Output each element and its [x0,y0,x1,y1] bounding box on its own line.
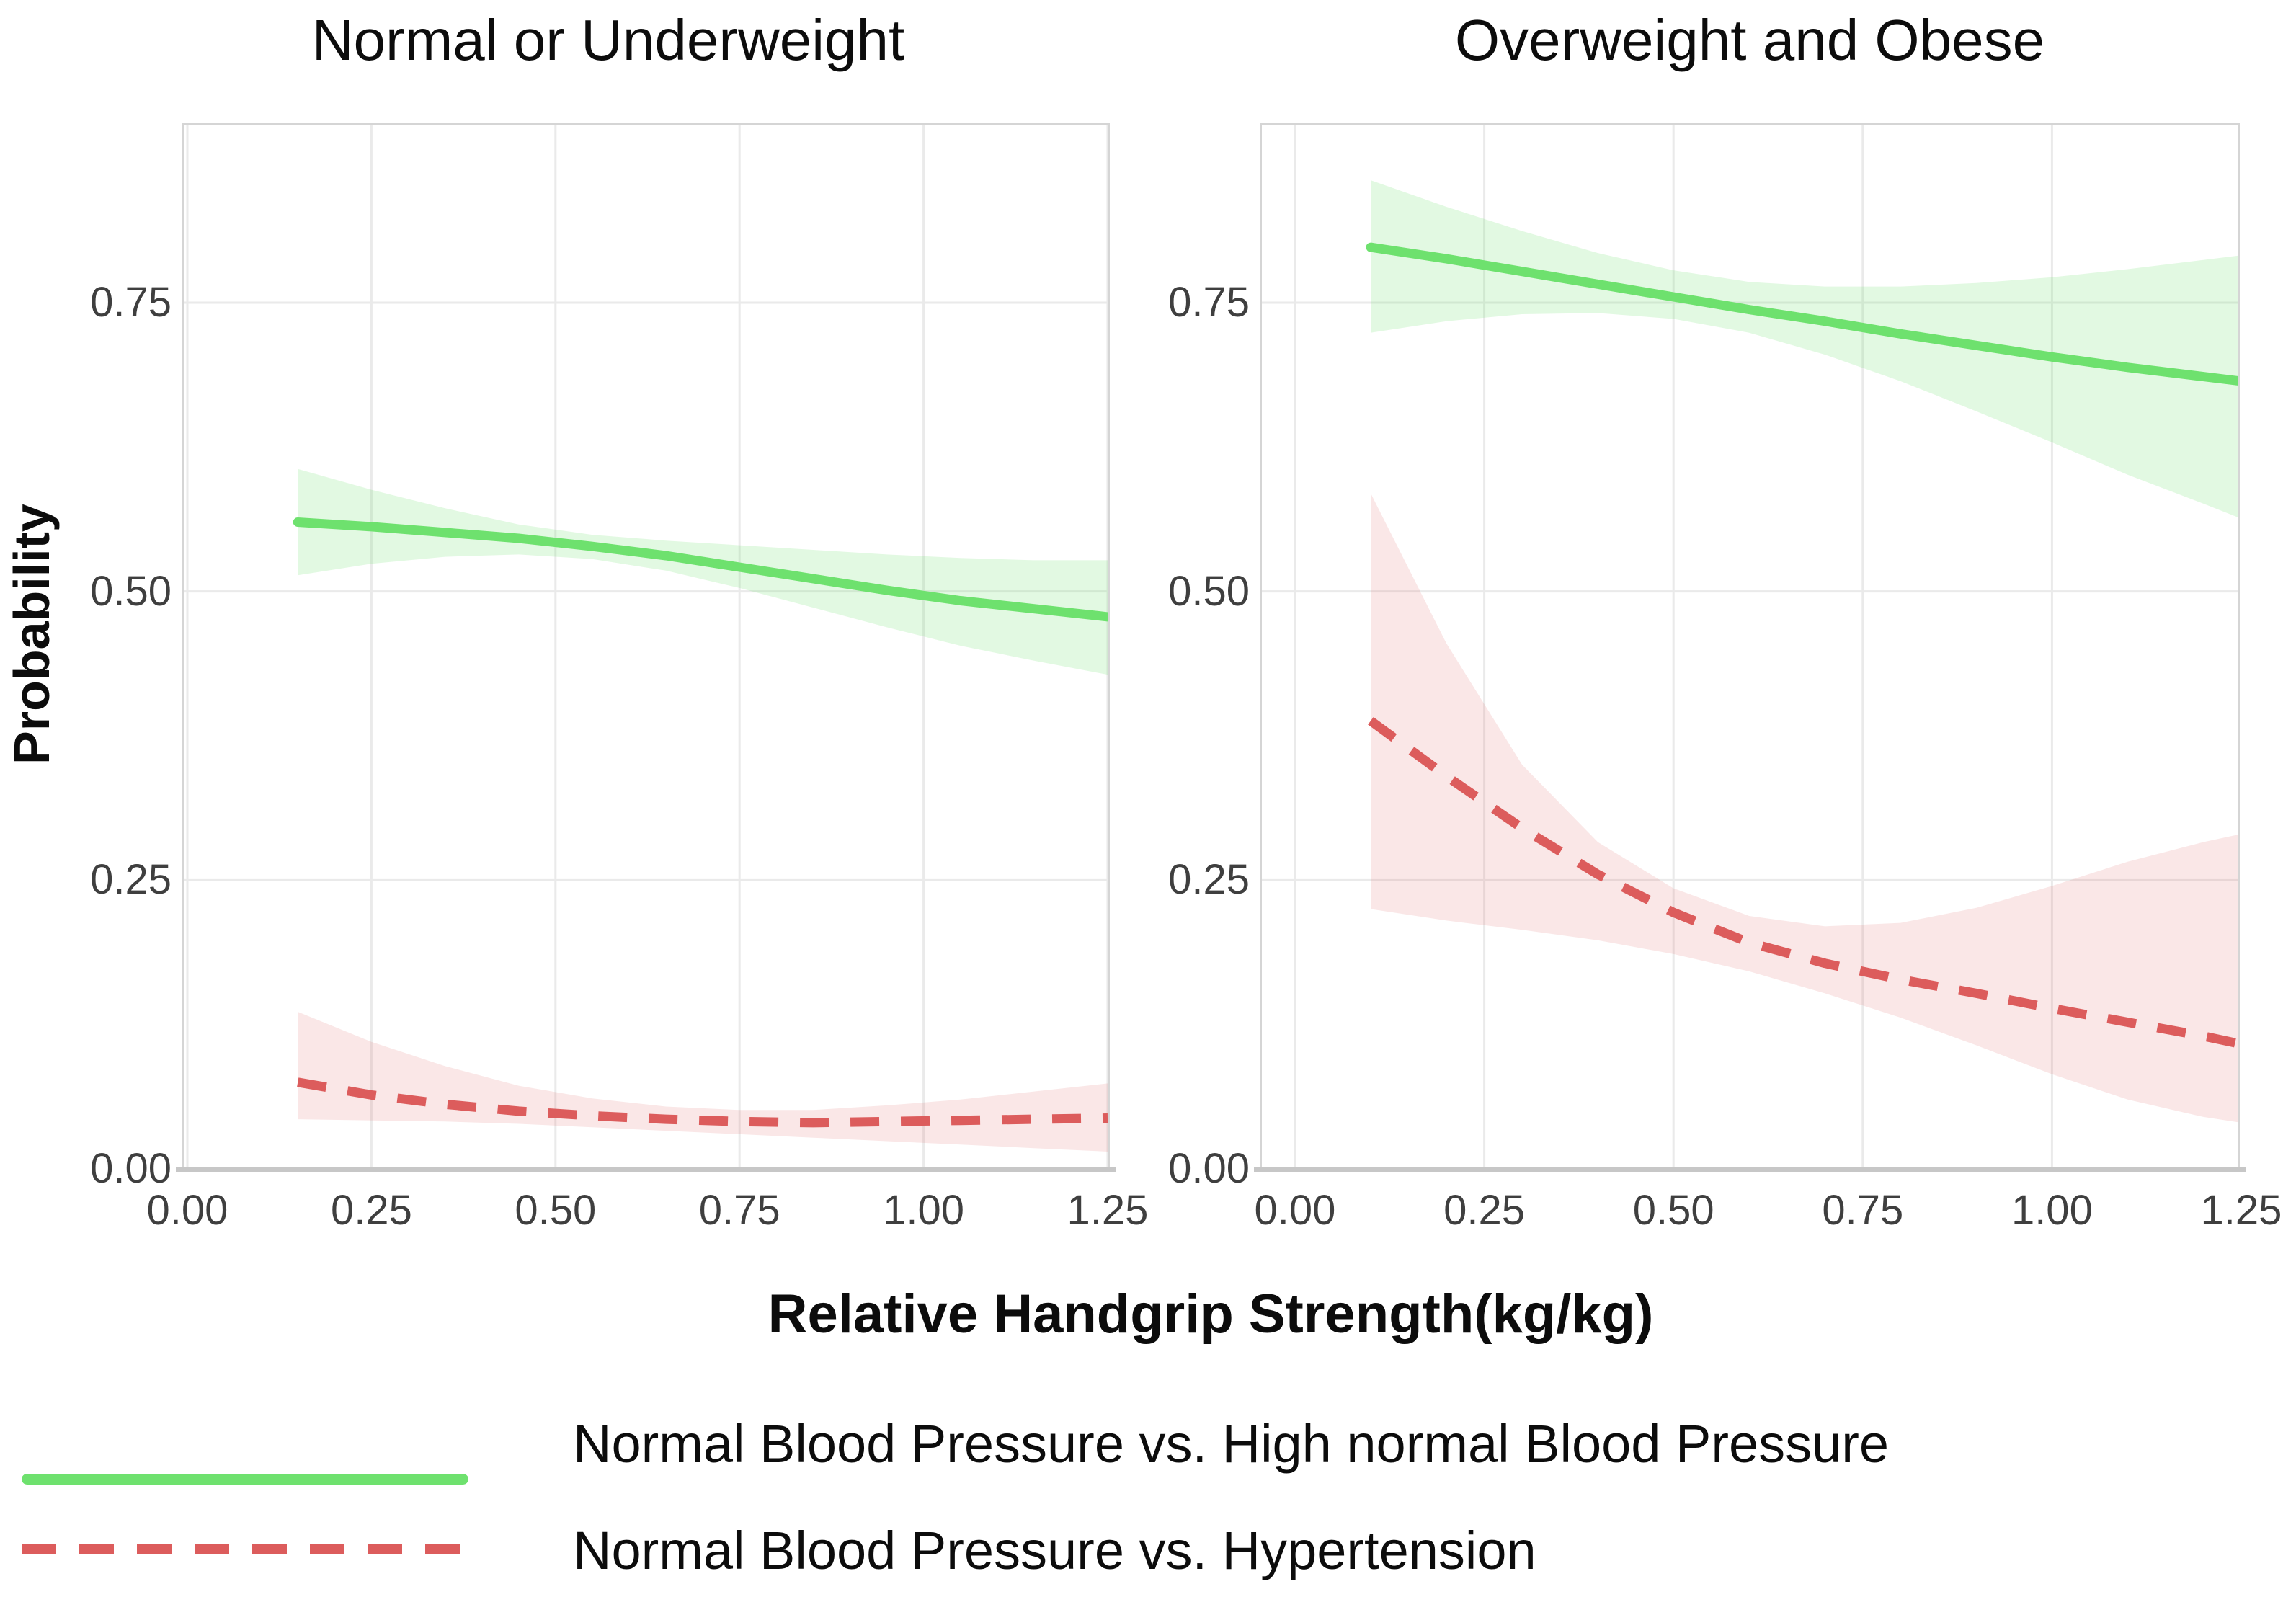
y-tick-label: 0.25 [1168,856,1250,904]
x-tick-label: 1.25 [1067,1187,1149,1234]
y-tick-label: 0.00 [90,1145,172,1192]
x-tick-label: 0.25 [1443,1187,1526,1234]
x-tick-label: 0.75 [698,1187,780,1234]
x-tick-label: 1.00 [2011,1187,2093,1234]
y-tick-label: 0.00 [1168,1145,1250,1192]
plot-area-left [182,123,1110,1169]
confidence-band [298,468,1108,675]
legend-label-hypertension: Normal Blood Pressure vs. Hypertension [573,1521,1536,1580]
confidence-band [1371,493,2240,1123]
series-line-dashed [1368,716,2240,1049]
y-tick-label: 0.25 [90,856,172,904]
series-line-solid [293,517,1110,622]
x-tick-label: 0.00 [146,1187,228,1234]
plot-area-right [1260,123,2240,1169]
series-line-dashed [297,1077,1108,1128]
legend-label-high-normal-bp: Normal Blood Pressure vs. High normal Bl… [573,1414,1890,1474]
series-line-solid [1366,242,2240,386]
x-axis-title: Relative Handgrip Strength(kg/kg) [767,1283,1654,1345]
y-axis-title: Probability [4,504,60,765]
confidence-band [1371,180,2240,518]
x-tick-label: 0.25 [330,1187,412,1234]
x-tick-label: 1.00 [883,1187,965,1234]
x-axis-line [176,1167,1116,1172]
y-tick-label: 0.75 [1168,279,1250,326]
panel-title-left: Normal or Underweight [311,8,905,72]
x-tick-label: 0.50 [1632,1187,1714,1234]
y-tick-label: 0.50 [1168,567,1250,615]
y-tick-label: 0.50 [90,567,172,615]
panel-title-right: Overweight and Obese [1454,8,2045,72]
x-tick-label: 0.50 [515,1187,597,1234]
legend-solid-line-swatch [22,1474,468,1485]
legend-dashed-line-swatch [22,1544,468,1554]
x-tick-label: 0.00 [1254,1187,1336,1234]
x-axis-line [1254,1167,2246,1172]
confidence-band [298,1012,1108,1152]
x-tick-label: 0.75 [1822,1187,1904,1234]
y-tick-label: 0.75 [90,279,172,326]
x-tick-label: 1.25 [2200,1187,2282,1234]
